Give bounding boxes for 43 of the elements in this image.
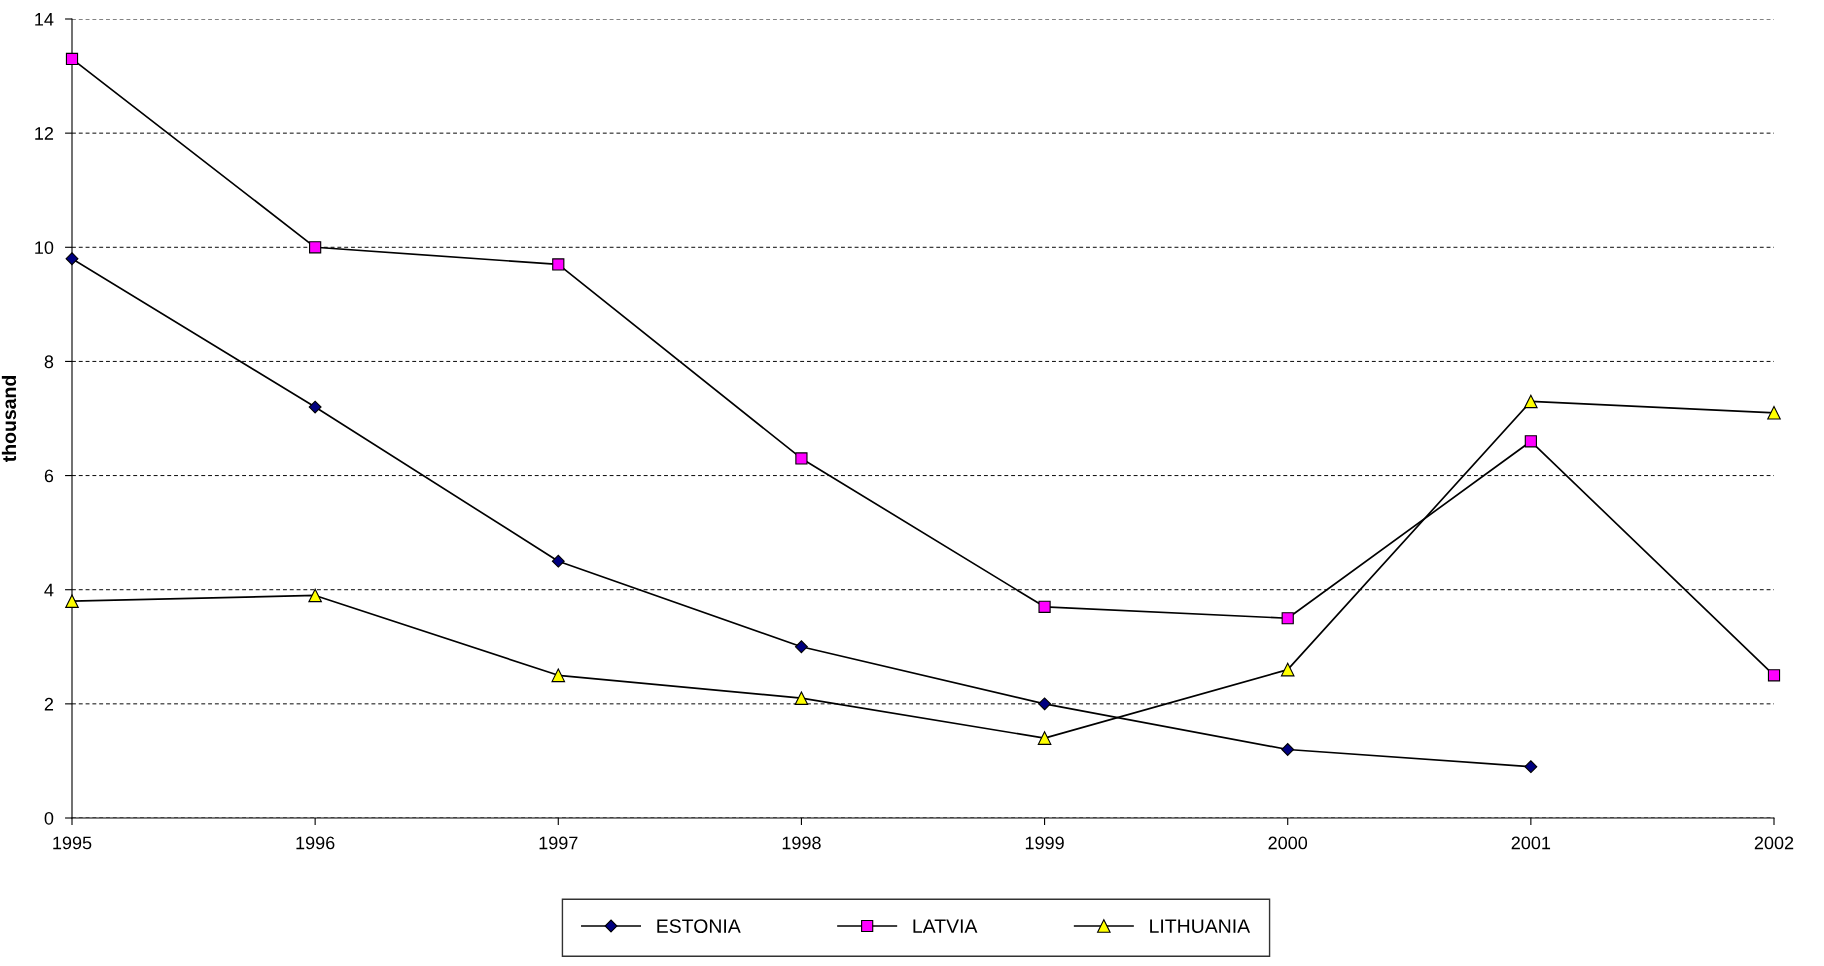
- x-tick-label: 1996: [296, 836, 335, 850]
- y-tick-label: 10: [35, 241, 54, 255]
- point: [795, 452, 808, 465]
- legend-label: LATVIA: [913, 919, 978, 933]
- point: [1037, 731, 1052, 745]
- point: [65, 52, 79, 66]
- point: [1767, 669, 1781, 682]
- y-tick-label: 2: [44, 697, 54, 711]
- x-tick-label: 1999: [1025, 836, 1064, 850]
- y-tick-label: 12: [35, 127, 54, 140]
- x-tick-label: 1998: [782, 836, 821, 850]
- x-tick-label: 2000: [1268, 836, 1308, 850]
- y-axis-title: thousand: [1, 376, 17, 462]
- point: [308, 588, 322, 603]
- point: [65, 594, 79, 608]
- y-tick-label: 6: [44, 469, 54, 483]
- point: [1524, 435, 1537, 448]
- point: [1767, 405, 1781, 420]
- point: [551, 668, 566, 683]
- point: [551, 554, 565, 568]
- y-tick-label: 4: [44, 583, 54, 597]
- point: [1281, 743, 1295, 756]
- point: [794, 691, 809, 705]
- y-tick-label: 8: [44, 355, 54, 369]
- point: [308, 400, 322, 414]
- point: [794, 640, 808, 654]
- legend-label: ESTONIA: [657, 919, 741, 933]
- point: [1038, 600, 1051, 613]
- x-tick-label: 1995: [53, 836, 92, 850]
- point: [65, 252, 79, 266]
- point: [1524, 760, 1538, 774]
- x-tick-label: 1997: [539, 836, 578, 850]
- point: [552, 258, 565, 271]
- point: [309, 241, 322, 254]
- legend-label: LITHUANIA: [1150, 919, 1251, 933]
- point: [1038, 697, 1052, 711]
- y-tick-label: 14: [35, 13, 54, 26]
- x-tick-label: 2002: [1754, 836, 1794, 850]
- x-tick-label: 2001: [1511, 836, 1551, 850]
- point: [1524, 394, 1538, 409]
- point: [1281, 612, 1294, 625]
- y-tick-label: 0: [44, 811, 54, 825]
- point: [1280, 662, 1295, 677]
